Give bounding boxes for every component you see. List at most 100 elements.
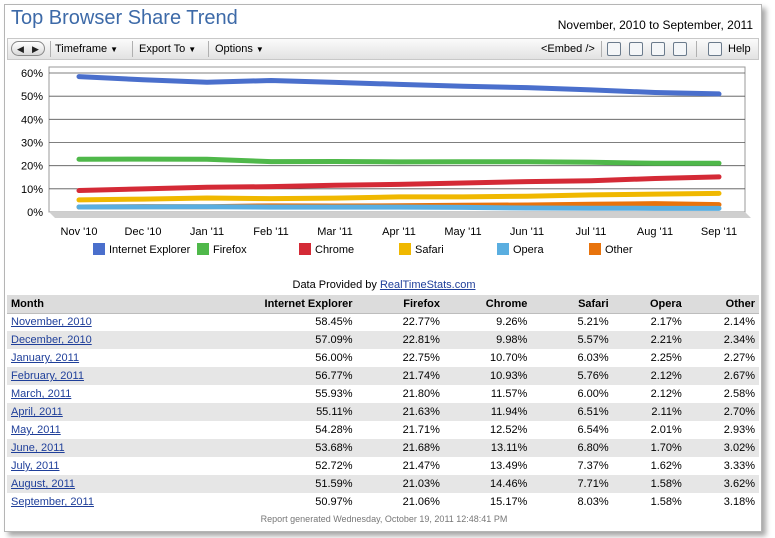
printer-icon[interactable] <box>651 42 665 56</box>
value-cell: 13.11% <box>443 439 532 457</box>
value-cell: 57.09% <box>200 331 357 349</box>
x-tick-label: Jul '11 <box>576 226 607 238</box>
month-link[interactable]: January, 2011 <box>11 352 80 364</box>
value-cell: 11.94% <box>443 403 532 421</box>
column-header[interactable]: Opera <box>612 295 686 314</box>
value-cell: 3.18% <box>723 496 755 508</box>
month-link[interactable]: August, 2011 <box>11 478 76 490</box>
value-cell: 8.03% <box>577 496 609 508</box>
date-range: November, 2010 to September, 2011 <box>557 18 753 32</box>
legend-label: Chrome <box>315 244 355 256</box>
legend-label: Internet Explorer <box>109 244 191 256</box>
month-link[interactable]: November, 2010 <box>11 316 92 329</box>
month-link[interactable]: April, 2011 <box>11 406 63 418</box>
month-link[interactable]: September, 2011 <box>11 496 94 508</box>
help-icon[interactable] <box>708 42 722 56</box>
options-menu[interactable]: Options ▼ <box>215 43 264 55</box>
series-line-opera <box>76 204 722 211</box>
value-cell: 55.11% <box>200 403 357 421</box>
x-tick-label: Apr '11 <box>382 226 416 238</box>
column-header[interactable]: Firefox <box>356 295 444 314</box>
report-frame: Top Browser Share Trend November, 2010 t… <box>4 4 762 532</box>
data-source-link[interactable]: RealTimeStats.com <box>379 279 476 291</box>
column-header[interactable]: Other <box>685 295 759 314</box>
month-link[interactable]: March, 2011 <box>11 388 72 400</box>
document-icon[interactable] <box>673 42 687 56</box>
column-header[interactable]: Safari <box>531 295 613 314</box>
export-menu[interactable]: Export To ▼ <box>139 43 197 55</box>
value-cell: 21.06% <box>402 496 440 508</box>
x-tick-label: Jan '11 <box>190 226 224 238</box>
legend-label: Firefox <box>213 244 247 256</box>
x-tick-label: Sep '11 <box>701 226 737 238</box>
toolbar-divider <box>601 41 602 57</box>
value-cell: 7.37% <box>577 460 609 472</box>
x-tick-label: Mar '11 <box>317 226 353 238</box>
value-cell: 3.02% <box>685 439 759 457</box>
series-line-safari <box>76 190 722 203</box>
columns-icon[interactable] <box>607 42 621 56</box>
table-row: June, 2011 53.68% 21.68% 13.11% 6.80% 1.70% 3.… <box>7 439 759 457</box>
legend-item: Opera <box>497 243 544 256</box>
value-cell: 2.27% <box>723 352 755 364</box>
value-cell: 2.12% <box>650 388 682 400</box>
value-cell: 6.03% <box>577 352 609 364</box>
value-cell: 1.62% <box>650 460 682 472</box>
value-cell: 22.77% <box>402 316 440 329</box>
column-header[interactable]: Month <box>7 295 201 314</box>
month-link[interactable]: December, 2010 <box>11 334 92 346</box>
value-cell: 1.58% <box>650 496 682 508</box>
value-cell: 22.75% <box>402 352 440 364</box>
data-source-label: Data Provided by <box>292 279 380 291</box>
toolbar-divider <box>132 41 133 57</box>
table-row: August, 2011 51.59% 21.03% 14.46% 7.71% 1.58%… <box>7 475 759 493</box>
legend-label: Opera <box>513 244 544 256</box>
value-cell: 58.45% <box>315 316 353 329</box>
back-arrow-icon[interactable]: ◀ <box>17 44 24 54</box>
help-button[interactable]: Help <box>728 43 751 55</box>
legend-swatch <box>197 243 209 255</box>
month-cell: June, 2011 <box>7 439 201 457</box>
x-tick-label: Jun '11 <box>510 226 544 238</box>
value-cell: 21.03% <box>356 475 444 493</box>
legend-item: Safari <box>399 243 444 256</box>
legend-item: Other <box>589 243 633 256</box>
column-header[interactable]: Chrome <box>443 295 532 314</box>
embed-button[interactable]: <Embed /> <box>541 43 595 55</box>
timeframe-menu[interactable]: Timeframe ▼ <box>55 43 119 55</box>
x-tick-label: Dec '10 <box>125 226 162 238</box>
month-cell: December, 2010 <box>7 331 201 349</box>
month-link[interactable]: July, 2011 <box>11 460 60 472</box>
value-cell: 2.67% <box>685 367 759 385</box>
value-cell: 2.58% <box>723 388 755 400</box>
legend-item: Internet Explorer <box>93 243 190 256</box>
print-preview-icon[interactable] <box>629 42 643 56</box>
legend-label: Safari <box>415 244 444 256</box>
table-row: May, 2011 54.28% 21.71% 12.52% 6.54% 2.01% 2.9… <box>7 421 759 439</box>
month-link[interactable]: May, 2011 <box>11 424 61 436</box>
column-header[interactable]: Internet Explorer <box>200 295 357 314</box>
month-cell: November, 2010 <box>7 313 200 331</box>
month-link[interactable]: February, 2011 <box>11 370 84 382</box>
legend-swatch <box>589 243 601 255</box>
x-tick-label: May '11 <box>444 226 481 238</box>
y-tick-label: 30% <box>21 138 43 150</box>
legend-item: Chrome <box>299 243 354 256</box>
page-title: Top Browser Share Trend <box>11 7 238 29</box>
value-cell: 22.81% <box>356 331 444 349</box>
value-cell: 5.21% <box>577 316 609 329</box>
value-cell: 14.46% <box>443 475 532 493</box>
x-tick-label: Nov '10 <box>61 226 98 238</box>
legend-label: Other <box>605 244 633 256</box>
table-row: April, 2011 55.11% 21.63% 11.94% 6.51% 2.11% 2… <box>7 403 759 421</box>
value-cell: 2.01% <box>650 424 682 436</box>
value-cell: 53.68% <box>200 439 357 457</box>
month-link[interactable]: June, 2011 <box>11 442 65 454</box>
value-cell: 21.47% <box>402 460 440 472</box>
value-cell: 55.93% <box>315 388 353 400</box>
value-cell: 21.68% <box>356 439 444 457</box>
x-tick-label: Aug '11 <box>637 226 673 238</box>
forward-arrow-icon[interactable]: ▶ <box>32 44 39 54</box>
month-cell: July, 2011 <box>7 457 200 475</box>
table-row: July, 2011 52.72% 21.47% 13.49% 7.37% 1.62% 3.… <box>7 457 759 475</box>
